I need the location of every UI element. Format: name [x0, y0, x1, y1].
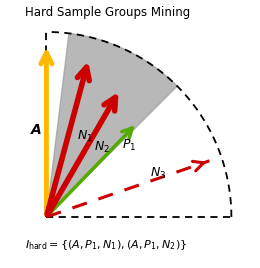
Polygon shape — [47, 33, 177, 217]
Text: $N_2$: $N_2$ — [94, 140, 110, 155]
Text: $P_1$: $P_1$ — [122, 138, 136, 153]
Text: $N_3$: $N_3$ — [150, 166, 166, 181]
Text: $I_{\mathrm{hard}} = \{(A,P_1,N_1),(A,P_1,N_2)\}$: $I_{\mathrm{hard}} = \{(A,P_1,N_1),(A,P_… — [25, 238, 187, 252]
Text: A: A — [31, 123, 41, 137]
Text: $N_1$: $N_1$ — [77, 129, 93, 144]
Text: Hard Sample Groups Mining: Hard Sample Groups Mining — [25, 6, 191, 19]
